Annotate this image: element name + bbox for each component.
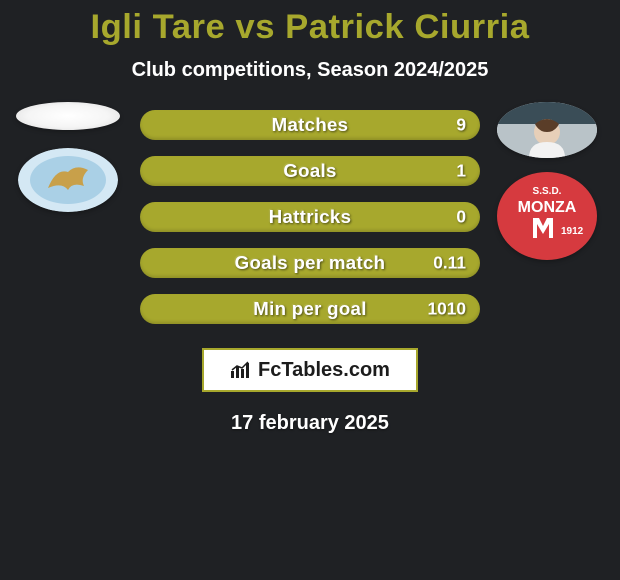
subtitle: Club competitions, Season 2024/2025: [0, 59, 620, 82]
right-player-avatar: [497, 102, 597, 158]
stat-value-right: 0.11: [433, 253, 466, 274]
lazio-badge-svg: [18, 148, 118, 212]
stat-bar-hattricks: Hattricks 0: [140, 202, 480, 232]
stat-bar-goals-per-match: Goals per match 0.11: [140, 248, 480, 278]
brand-box: FcTables.com: [202, 348, 418, 392]
stat-label: Min per goal: [253, 298, 366, 320]
left-player-column: [8, 102, 128, 212]
monza-badge-text-top: S.S.D.: [533, 186, 562, 197]
page-title: Igli Tare vs Patrick Ciurria: [0, 0, 620, 47]
stat-bars: Matches 9 Goals 1 Hattricks 0 Goals per …: [140, 110, 480, 324]
bar-chart-icon: [230, 361, 252, 379]
stat-bar-goals: Goals 1: [140, 156, 480, 186]
comparison-area: S.S.D. MONZA 1912 Matches 9 Goals 1 Hatt…: [0, 110, 620, 324]
stat-value-right: 0: [456, 207, 466, 228]
stat-bar-matches: Matches 9: [140, 110, 480, 140]
stat-label: Goals: [283, 160, 336, 182]
stat-bar-min-per-goal: Min per goal 1010: [140, 294, 480, 324]
right-player-column: S.S.D. MONZA 1912: [492, 102, 602, 260]
brand-text: FcTables.com: [258, 359, 390, 382]
stat-label: Goals per match: [235, 252, 386, 274]
stat-label: Hattricks: [269, 206, 352, 228]
lazio-club-badge: [18, 148, 118, 212]
stat-value-right: 1010: [427, 299, 466, 320]
monza-badge-svg: S.S.D. MONZA 1912: [497, 172, 597, 260]
stat-label: Matches: [272, 114, 349, 136]
infographic-canvas: Igli Tare vs Patrick Ciurria Club compet…: [0, 0, 620, 580]
stat-value-right: 1: [456, 161, 466, 182]
monza-badge-year: 1912: [561, 226, 584, 237]
left-player-avatar-placeholder: [16, 102, 120, 130]
stat-value-right: 9: [456, 115, 466, 136]
monza-club-badge: S.S.D. MONZA 1912: [497, 172, 597, 260]
date-line: 17 february 2025: [0, 412, 620, 435]
monza-badge-text-main: MONZA: [518, 199, 577, 216]
player-photo-svg: [497, 102, 597, 158]
